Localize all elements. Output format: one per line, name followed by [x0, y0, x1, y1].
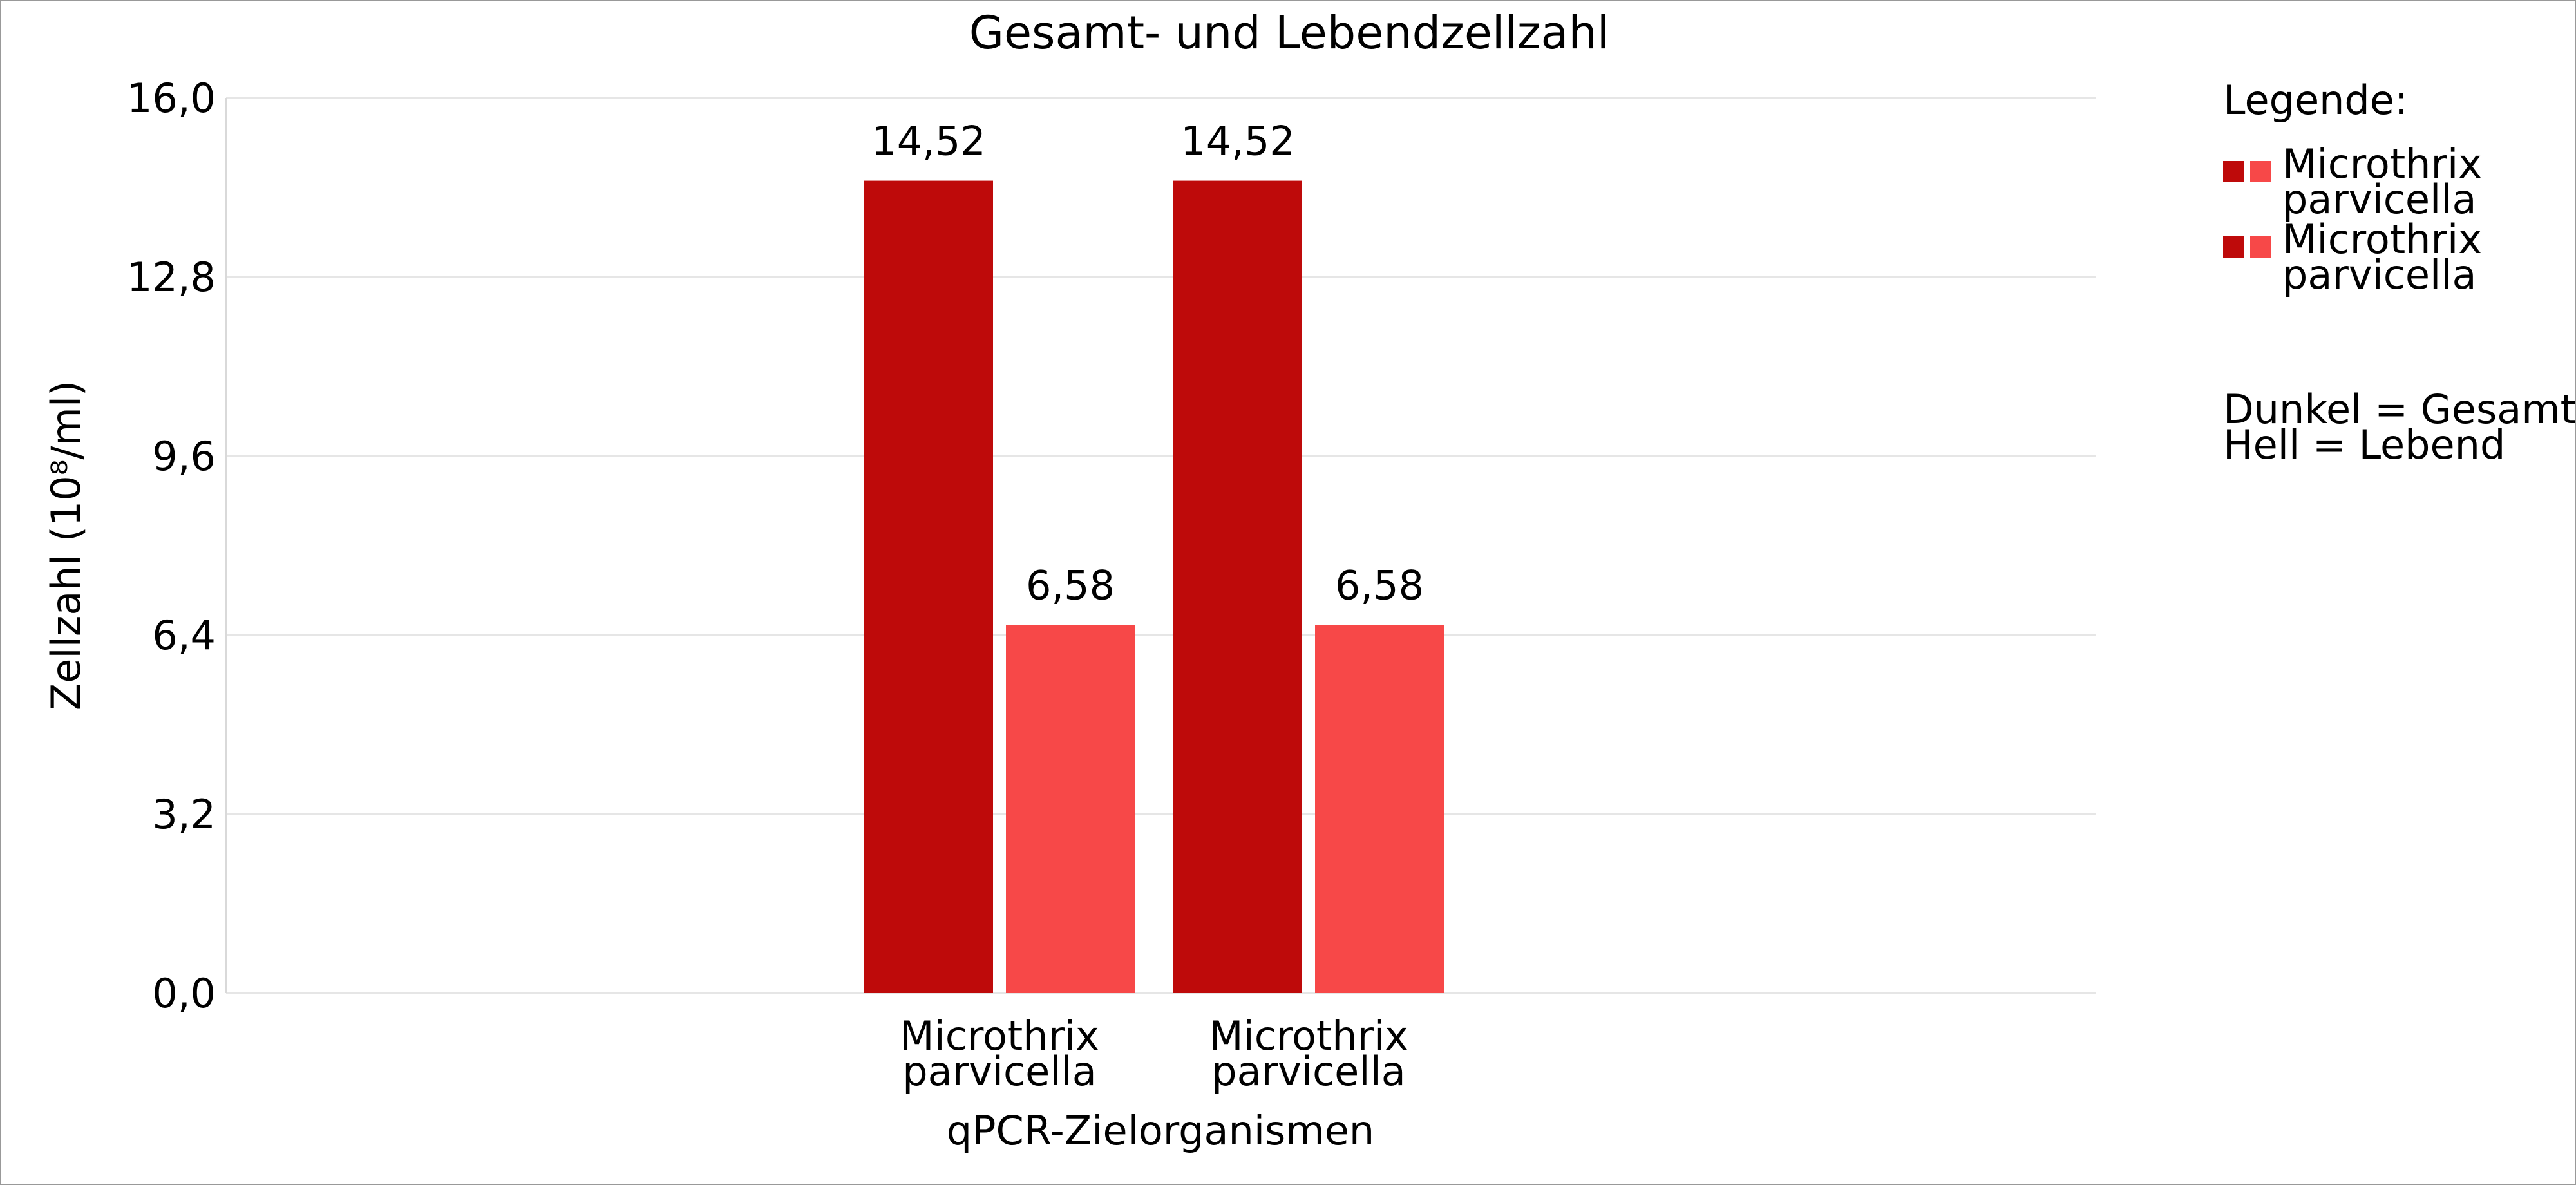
- bar: [1006, 625, 1135, 993]
- y-axis: 0,0 3,2 6,4 9,6 12,8 16,0: [127, 75, 227, 1017]
- bar-value-labels: 14,52 6,58 14,52 6,58: [871, 118, 1424, 609]
- legend-entry-label: Microthrix: [2282, 216, 2482, 263]
- x-tick-label: parvicella: [902, 1048, 1096, 1095]
- legend-swatch: [2223, 236, 2244, 258]
- x-tick-label: Microthrix: [1209, 1012, 1408, 1059]
- x-tick-label: Microthrix: [900, 1012, 1099, 1059]
- bar: [1315, 625, 1444, 993]
- legend-swatch: [2250, 236, 2271, 258]
- bar-value-label: 6,58: [1026, 562, 1115, 609]
- bar: [864, 180, 993, 994]
- legend-swatch: [2223, 161, 2244, 182]
- legend-entry-label: parvicella: [2282, 176, 2476, 223]
- y-axis-label: Zellzahl (10⁸/ml): [43, 381, 90, 710]
- x-axis-label: qPCR-Zielorganismen: [947, 1107, 1374, 1154]
- y-tick-label: 16,0: [127, 75, 216, 122]
- grid-lines: [226, 97, 2096, 994]
- legend-swatch: [2250, 161, 2271, 182]
- y-tick-label: 6,4: [152, 612, 216, 659]
- bar-value-label: 14,52: [1180, 118, 1295, 165]
- y-tick-label: 3,2: [152, 791, 216, 838]
- y-tick-label: 9,6: [152, 433, 216, 480]
- legend: Legende: MicrothrixparvicellaMicrothrixp…: [2223, 77, 2575, 468]
- legend-note: Hell = Lebend: [2223, 421, 2505, 468]
- y-tick-label: 0,0: [152, 970, 216, 1017]
- bar-value-label: 14,52: [871, 118, 986, 165]
- legend-note: Dunkel = Gesamt: [2223, 386, 2575, 433]
- x-tick-label: parvicella: [1211, 1048, 1405, 1095]
- legend-entry-label: Microthrix: [2282, 140, 2482, 187]
- chart-title: Gesamt- und Lebendzellzahl: [969, 6, 1610, 59]
- legend-title: Legende:: [2223, 77, 2408, 124]
- y-tick-label: 12,8: [127, 254, 216, 301]
- bar-value-label: 6,58: [1335, 562, 1424, 609]
- bar: [1173, 180, 1302, 994]
- bars: [864, 180, 1444, 994]
- legend-entry-label: parvicella: [2282, 251, 2476, 298]
